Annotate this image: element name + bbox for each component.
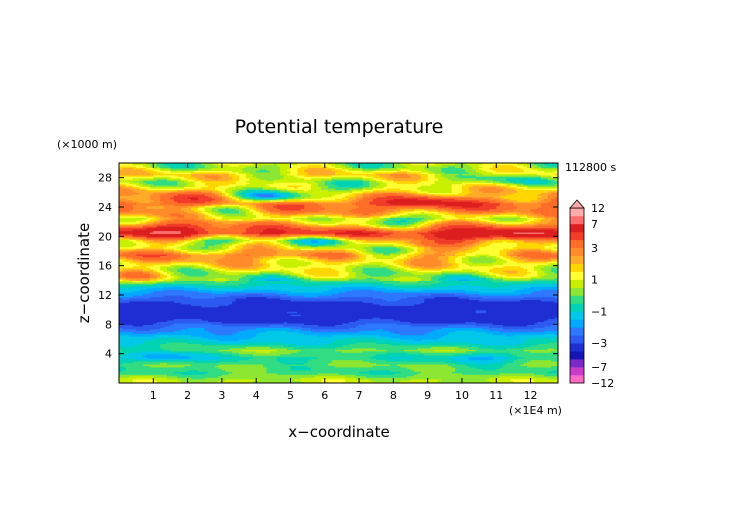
colorbar-label: −3 (591, 337, 607, 350)
colorbar-swatch (570, 359, 584, 367)
colorbar-swatch (570, 288, 584, 296)
colorbar-label: −7 (591, 361, 607, 374)
y-tick-label: 4 (105, 348, 112, 361)
colorbar-swatch (570, 343, 584, 351)
x-tick-label: 4 (253, 389, 260, 402)
y-axis-label: z−coordinate (75, 223, 93, 323)
x-unit-label: (×1E4 m) (509, 404, 562, 417)
colorbar-swatch (570, 240, 584, 248)
colorbar-swatch (570, 335, 584, 343)
colorbar-label: 12 (591, 202, 605, 215)
y-tick-label: 8 (105, 318, 112, 331)
colorbar: 12 7 3 1 −1 −3 −7 −12 (570, 200, 614, 390)
chart-title: Potential temperature (235, 116, 444, 138)
colorbar-label: −12 (591, 377, 614, 390)
colorbar-swatch (570, 232, 584, 240)
x-tick-label: 2 (184, 389, 191, 402)
time-label: 112800 s (565, 161, 616, 174)
colorbar-label: 1 (591, 274, 598, 287)
colorbar-top-arrow (570, 200, 584, 208)
colorbar-swatch (570, 248, 584, 256)
y-tick-label: 16 (98, 260, 112, 273)
y-tick-label: 24 (98, 201, 112, 214)
colorbar-swatch (570, 264, 584, 272)
y-tick-label: 28 (98, 172, 112, 185)
x-tick-label: 9 (424, 389, 431, 402)
x-tick-label: 12 (524, 389, 538, 402)
y-tick-label: 20 (98, 230, 112, 243)
colorbar-swatch (570, 327, 584, 335)
x-tick-label: 6 (321, 389, 328, 402)
colorbar-swatch (570, 216, 584, 224)
colorbar-label: 7 (591, 218, 598, 231)
x-tick-label: 5 (287, 389, 294, 402)
colorbar-swatch (570, 272, 584, 280)
heatmap-field (119, 163, 559, 384)
colorbar-label: −1 (591, 305, 607, 318)
colorbar-swatch (570, 280, 584, 288)
colorbar-swatch (570, 311, 584, 319)
x-tick-label: 7 (356, 389, 363, 402)
colorbar-swatch (570, 303, 584, 311)
colorbar-swatch (570, 375, 584, 383)
x-tick-label: 1 (150, 389, 157, 402)
x-tick-label: 3 (218, 389, 225, 402)
colorbar-swatch (570, 224, 584, 232)
colorbar-swatch (570, 319, 584, 327)
colorbar-swatch (570, 367, 584, 375)
colorbar-swatch (570, 296, 584, 304)
colorbar-label: 3 (591, 242, 598, 255)
colorbar-swatch (570, 208, 584, 216)
y-tick-label: 12 (98, 289, 112, 302)
y-unit-label: (×1000 m) (57, 138, 117, 151)
x-axis-label: x−coordinate (288, 423, 389, 441)
colorbar-swatch (570, 351, 584, 359)
colorbar-swatch (570, 256, 584, 264)
x-tick-label: 10 (455, 389, 469, 402)
x-tick-label: 11 (489, 389, 503, 402)
x-tick-label: 8 (390, 389, 397, 402)
